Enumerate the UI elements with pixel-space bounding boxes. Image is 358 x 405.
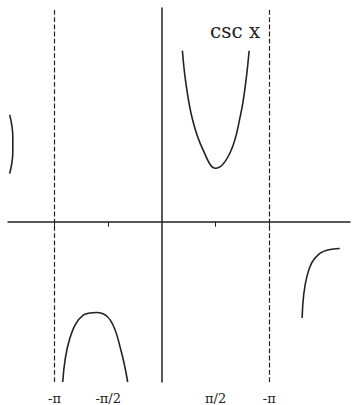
svg-text:-π: -π bbox=[263, 391, 276, 405]
svg-text:csc x: csc x bbox=[210, 19, 261, 43]
svg-text:π/2: π/2 bbox=[205, 391, 226, 405]
svg-text:-π/2: -π/2 bbox=[95, 391, 121, 405]
svg-text:-π: -π bbox=[48, 391, 61, 405]
